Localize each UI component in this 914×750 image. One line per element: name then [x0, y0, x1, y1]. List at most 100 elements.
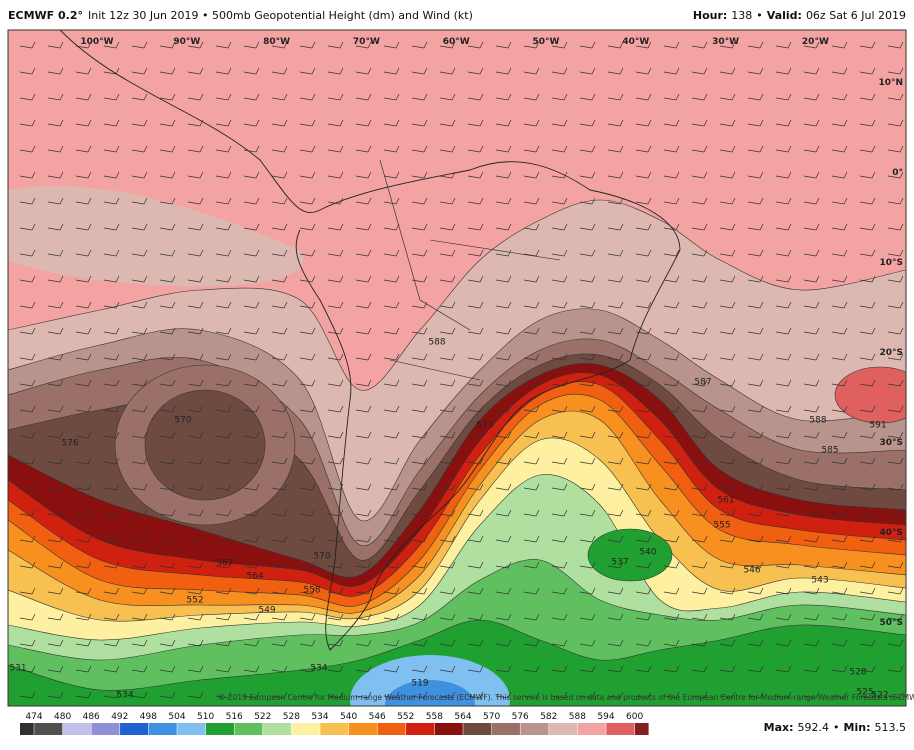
- wind-barb: [299, 67, 316, 75]
- wind-barb: [327, 457, 344, 465]
- wind-barb: [467, 197, 484, 205]
- wind-barb: [383, 405, 400, 413]
- wind-barb: [19, 665, 36, 673]
- wind-barb: [215, 613, 232, 621]
- wind-barb: [691, 431, 708, 439]
- wind-barb: [103, 327, 120, 335]
- wind-barb: [299, 275, 316, 283]
- wind-barb: [663, 691, 680, 699]
- wind-barb: [159, 535, 176, 543]
- wind-barb: [691, 457, 708, 465]
- wind-barb: [327, 405, 344, 413]
- wind-barb: [887, 587, 904, 595]
- wind-barb: [803, 301, 820, 309]
- wind-barb: [859, 301, 876, 309]
- wind-barb: [355, 249, 372, 257]
- wind-barb: [523, 561, 540, 569]
- wind-barb: [327, 93, 344, 101]
- wind-barb: [411, 93, 428, 101]
- wind-barb: [495, 41, 512, 49]
- wind-barb: [831, 405, 848, 413]
- wind-barb: [719, 509, 736, 517]
- wind-barb: [579, 561, 596, 569]
- wind-barb: [327, 379, 344, 387]
- wind-barb: [607, 275, 624, 283]
- colorbar-tick-label: 564: [454, 712, 471, 722]
- wind-barb: [131, 561, 148, 569]
- wind-barb: [691, 587, 708, 595]
- wind-barb: [19, 639, 36, 647]
- wind-barb: [551, 275, 568, 283]
- wind-barb: [747, 483, 764, 491]
- wind-barb: [859, 431, 876, 439]
- wind-barb: [803, 41, 820, 49]
- wind-barb: [243, 275, 260, 283]
- wind-barb: [439, 379, 456, 387]
- wind-barb: [131, 67, 148, 75]
- wind-barb: [243, 301, 260, 309]
- wind-barb: [299, 561, 316, 569]
- wind-barb: [19, 249, 36, 257]
- wind-barb: [271, 691, 288, 699]
- wind-barb: [327, 613, 344, 621]
- wind-barb: [523, 119, 540, 127]
- wind-barb: [47, 223, 64, 231]
- wind-barb: [467, 587, 484, 595]
- wind-barb: [243, 327, 260, 335]
- wind-barb: [523, 457, 540, 465]
- contour-label: 555: [713, 521, 730, 531]
- wind-barb: [103, 301, 120, 309]
- wind-barb: [75, 613, 92, 621]
- wind-barb: [495, 613, 512, 621]
- wind-barb: [495, 639, 512, 647]
- wind-barb: [635, 561, 652, 569]
- wind-barb: [411, 613, 428, 621]
- wind-barb: [103, 249, 120, 257]
- wind-barb: [215, 665, 232, 673]
- wind-barb: [635, 613, 652, 621]
- wind-barb: [103, 561, 120, 569]
- wind-barb: [19, 535, 36, 543]
- wind-barb: [187, 483, 204, 491]
- wind-barb: [75, 249, 92, 257]
- wind-barb: [131, 431, 148, 439]
- wind-barb: [271, 197, 288, 205]
- contour-label: 537: [611, 558, 628, 568]
- wind-barb: [243, 431, 260, 439]
- wind-barb: [411, 249, 428, 257]
- wind-barb: [467, 301, 484, 309]
- wind-barb: [383, 145, 400, 153]
- wind-barb: [383, 379, 400, 387]
- wind-barb: [719, 171, 736, 179]
- colorbar-tick-label: 528: [283, 712, 300, 722]
- colorbar-tick-label: 516: [226, 712, 243, 722]
- wind-barb: [159, 639, 176, 647]
- wind-barb: [579, 223, 596, 231]
- wind-barb: [691, 275, 708, 283]
- wind-barb: [215, 483, 232, 491]
- wind-barb: [691, 561, 708, 569]
- contour-label: 570: [174, 416, 191, 426]
- wind-barb: [663, 379, 680, 387]
- wind-barb: [411, 405, 428, 413]
- wind-barb: [19, 145, 36, 153]
- wind-barb: [383, 275, 400, 283]
- wind-barb: [131, 379, 148, 387]
- wind-barb: [775, 275, 792, 283]
- wind-barb: [327, 67, 344, 75]
- wind-barb: [439, 431, 456, 439]
- colorbar-swatch: [463, 723, 492, 735]
- wind-barb: [831, 327, 848, 335]
- min: 513.5: [875, 721, 907, 734]
- wind-barb: [579, 691, 596, 699]
- wind-barb: [159, 275, 176, 283]
- wind-barb: [719, 275, 736, 283]
- wind-barb: [579, 275, 596, 283]
- latitude-label: 0°: [892, 168, 903, 178]
- wind-barb: [327, 119, 344, 127]
- wind-barb: [551, 353, 568, 361]
- wind-barb: [103, 171, 120, 179]
- wind-barb: [187, 145, 204, 153]
- wind-barb: [299, 119, 316, 127]
